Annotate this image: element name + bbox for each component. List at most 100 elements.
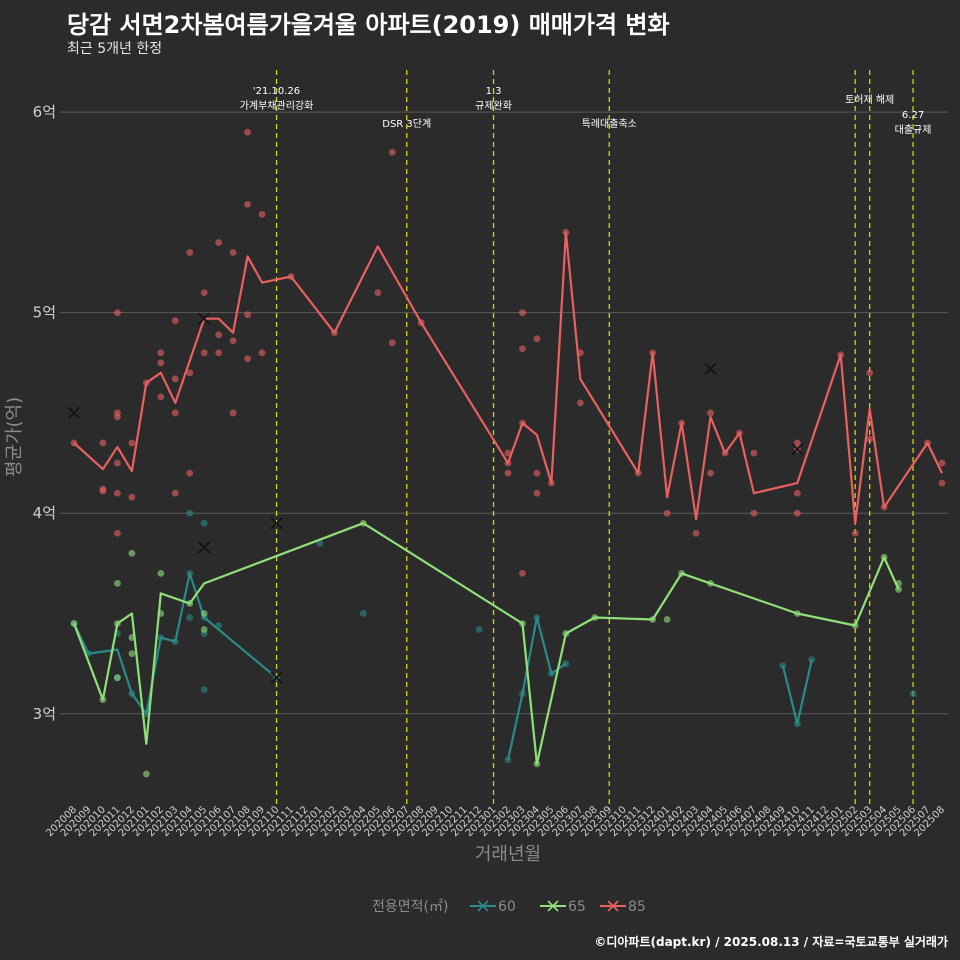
data-point xyxy=(186,249,194,256)
data-point xyxy=(128,439,136,447)
data-point xyxy=(114,309,121,317)
series-line-60 xyxy=(781,659,813,725)
data-point xyxy=(504,469,512,477)
legend-label-85: 85 xyxy=(628,899,646,915)
data-point xyxy=(186,614,194,621)
data-point xyxy=(866,369,874,377)
data-point xyxy=(244,311,252,319)
data-point xyxy=(316,539,324,547)
data-point xyxy=(793,489,801,497)
data-point xyxy=(793,439,801,447)
data-point xyxy=(99,439,107,447)
series-line-85 xyxy=(73,231,943,525)
data-point xyxy=(215,349,223,357)
data-point xyxy=(128,549,136,557)
data-point xyxy=(707,409,714,417)
data-point xyxy=(200,610,208,617)
data-point xyxy=(114,580,121,587)
legend-marker-65 xyxy=(547,900,559,912)
data-point xyxy=(519,309,526,317)
policy-label: 가계부채관리강화 xyxy=(240,100,314,112)
data-point xyxy=(793,509,801,517)
data-point xyxy=(692,529,700,537)
data-point xyxy=(157,349,165,357)
series-line-60 xyxy=(506,616,567,761)
data-point xyxy=(114,674,121,682)
policy-label: 대출규제 xyxy=(895,124,932,136)
data-point xyxy=(229,409,237,417)
data-point xyxy=(171,489,179,497)
data-point xyxy=(851,529,859,537)
data-point xyxy=(258,211,266,218)
data-point xyxy=(99,487,107,495)
cross-marker xyxy=(704,362,717,375)
data-point xyxy=(519,569,526,577)
data-point xyxy=(750,449,758,457)
data-point xyxy=(533,335,541,343)
data-point xyxy=(200,519,208,527)
legend-marker-85 xyxy=(607,900,619,912)
y-tick-label: 5억 xyxy=(33,304,56,322)
data-point xyxy=(215,331,223,339)
data-point xyxy=(750,509,758,517)
data-point xyxy=(200,686,208,694)
data-point xyxy=(114,489,121,497)
legend-title: 전용면적(㎡) xyxy=(372,899,448,915)
data-point xyxy=(663,616,671,623)
data-point xyxy=(866,435,874,443)
data-point xyxy=(258,349,266,357)
source-caption: ©디아파트(dapt.kr) / 2025.08.13 / 자료=국토교통부 실… xyxy=(594,935,948,949)
legend-label-60: 60 xyxy=(498,899,516,915)
data-point xyxy=(244,128,252,136)
data-point xyxy=(128,650,136,657)
data-point xyxy=(229,249,237,256)
cross-marker xyxy=(198,312,211,325)
x-axis-title: 거래년월 xyxy=(475,844,541,865)
data-point xyxy=(200,626,208,633)
data-point xyxy=(142,770,150,778)
data-point xyxy=(244,200,252,208)
data-point xyxy=(388,148,396,156)
data-point xyxy=(171,409,179,417)
cross-marker xyxy=(67,406,81,420)
data-point xyxy=(244,355,252,363)
y-axis-title: 평균가(억) xyxy=(4,397,25,477)
data-point xyxy=(200,349,208,357)
chart-subtitle: 최근 5개년 한정 xyxy=(67,41,163,57)
data-point xyxy=(157,359,165,367)
data-point xyxy=(128,493,136,501)
legend: 전용면적(㎡) 60 65 85 xyxy=(372,899,646,915)
policy-label: 6.27 xyxy=(902,110,924,121)
data-point xyxy=(374,289,382,297)
cross-marker xyxy=(198,541,211,554)
data-point xyxy=(707,469,714,477)
cross-marker xyxy=(270,517,283,530)
policy-label: 규제완화 xyxy=(475,100,512,112)
data-point xyxy=(533,469,541,477)
data-point xyxy=(359,610,367,617)
data-point xyxy=(533,489,541,497)
data-point xyxy=(186,469,194,477)
y-tick-label: 3억 xyxy=(33,705,56,723)
y-tick-label: 6억 xyxy=(33,103,56,121)
data-point xyxy=(157,393,165,401)
data-point xyxy=(519,345,526,353)
series-85 xyxy=(67,128,946,577)
legend-label-65: 65 xyxy=(568,899,586,915)
data-point xyxy=(504,449,512,457)
y-axis-ticks: 3억 4억 5억 6억 xyxy=(33,103,56,723)
y-tick-label: 4억 xyxy=(33,504,56,522)
data-point xyxy=(171,375,179,383)
data-point xyxy=(475,626,483,633)
data-point xyxy=(171,317,179,325)
data-point xyxy=(186,369,194,377)
data-point xyxy=(114,413,121,421)
data-point xyxy=(229,337,237,345)
series-layer xyxy=(67,128,946,778)
data-point xyxy=(157,569,165,577)
cross-marker xyxy=(270,671,283,684)
policy-label: 특례대출축소 xyxy=(582,118,637,130)
cross-marker xyxy=(791,442,804,456)
